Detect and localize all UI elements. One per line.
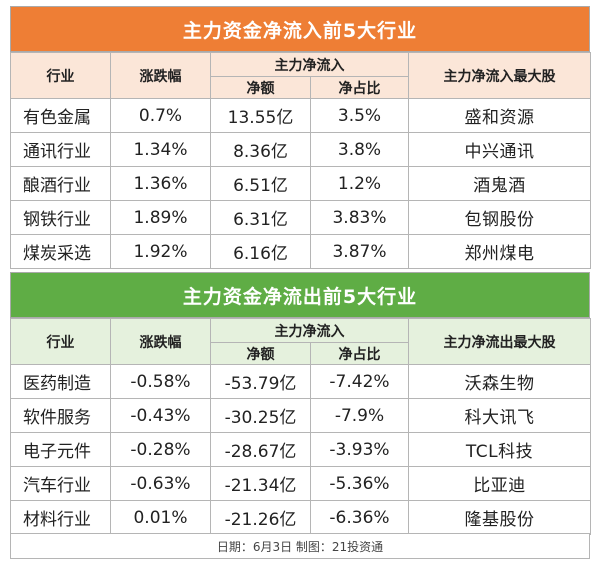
table-row: 钢铁行业 1.89% 6.31亿 3.83% 包钢股份 (10, 200, 591, 235)
industry-cell: 通讯行业 (10, 132, 111, 167)
industry-cell: 钢铁行业 (10, 200, 111, 235)
table-row: 有色金属 0.7% 13.55亿 3.5% 盛和资源 (10, 98, 591, 133)
top-stock-cell: 盛和资源 (408, 98, 591, 133)
change-cell: -0.28% (110, 432, 211, 467)
header-net-inflow-group: 主力净流入 (210, 52, 409, 77)
table-row: 软件服务 -0.43% -30.25亿 -7.9% 科大讯飞 (10, 398, 591, 433)
header-amount: 净额 (210, 76, 311, 99)
ratio-cell: -3.93% (310, 432, 409, 467)
footer-credit: 日期：6月3日 制图：21投资通 (10, 533, 590, 559)
top-stock-cell: 沃森生物 (408, 364, 591, 399)
table-row: 材料行业 0.01% -21.26亿 -6.36% 隆基股份 (10, 500, 591, 535)
outflow-table: 行业 涨跌幅 主力净流入 主力净流出最大股 净额 净占比 医药制造 -0.58%… (10, 318, 591, 535)
top-stock-cell: 科大讯飞 (408, 398, 591, 433)
header-industry: 行业 (10, 52, 111, 99)
table-row: 酿酒行业 1.36% 6.51亿 1.2% 酒鬼酒 (10, 166, 591, 201)
inflow-panel: 主力资金净流入前5大行业 行业 涨跌幅 主力净流入 主力净流入最大股 净额 净占… (10, 6, 591, 269)
amount-cell: -21.26亿 (210, 500, 311, 535)
industry-cell: 酿酒行业 (10, 166, 111, 201)
change-cell: 1.36% (110, 166, 211, 201)
amount-cell: 6.31亿 (210, 200, 311, 235)
header-net-inflow-group: 主力净流入 (210, 318, 409, 343)
change-cell: 0.7% (110, 98, 211, 133)
top-stock-cell: 隆基股份 (408, 500, 591, 535)
top-stock-cell: 中兴通讯 (408, 132, 591, 167)
amount-cell: -21.34亿 (210, 466, 311, 501)
ratio-cell: 3.83% (310, 200, 409, 235)
top-stock-cell: TCL科技 (408, 432, 591, 467)
top-stock-cell: 比亚迪 (408, 466, 591, 501)
top-stock-cell: 酒鬼酒 (408, 166, 591, 201)
industry-cell: 电子元件 (10, 432, 111, 467)
ratio-cell: 3.8% (310, 132, 409, 167)
ratio-cell: -7.9% (310, 398, 409, 433)
outflow-title: 主力资金净流出前5大行业 (10, 272, 590, 318)
header-change: 涨跌幅 (110, 52, 211, 99)
table-row: 煤炭采选 1.92% 6.16亿 3.87% 郑州煤电 (10, 234, 591, 269)
table-row: 通讯行业 1.34% 8.36亿 3.8% 中兴通讯 (10, 132, 591, 167)
industry-cell: 医药制造 (10, 364, 111, 399)
inflow-table: 行业 涨跌幅 主力净流入 主力净流入最大股 净额 净占比 有色金属 0.7% 1… (10, 52, 591, 269)
ratio-cell: 3.5% (310, 98, 409, 133)
industry-cell: 煤炭采选 (10, 234, 111, 269)
table-row: 汽车行业 -0.63% -21.34亿 -5.36% 比亚迪 (10, 466, 591, 501)
change-cell: -0.43% (110, 398, 211, 433)
header-ratio: 净占比 (310, 76, 409, 99)
change-cell: -0.58% (110, 364, 211, 399)
industry-cell: 材料行业 (10, 500, 111, 535)
ratio-cell: 3.87% (310, 234, 409, 269)
industry-cell: 软件服务 (10, 398, 111, 433)
inflow-title: 主力资金净流入前5大行业 (10, 6, 590, 52)
ratio-cell: -5.36% (310, 466, 409, 501)
amount-cell: -30.25亿 (210, 398, 311, 433)
amount-cell: -28.67亿 (210, 432, 311, 467)
change-cell: 1.92% (110, 234, 211, 269)
header-change: 涨跌幅 (110, 318, 211, 365)
top-stock-cell: 包钢股份 (408, 200, 591, 235)
change-cell: 1.89% (110, 200, 211, 235)
ratio-cell: -6.36% (310, 500, 409, 535)
header-ratio: 净占比 (310, 342, 409, 365)
change-cell: 0.01% (110, 500, 211, 535)
amount-cell: -53.79亿 (210, 364, 311, 399)
industry-cell: 汽车行业 (10, 466, 111, 501)
industry-cell: 有色金属 (10, 98, 111, 133)
header-top-stock: 主力净流入最大股 (408, 52, 591, 99)
ratio-cell: -7.42% (310, 364, 409, 399)
header-top-stock: 主力净流出最大股 (408, 318, 591, 365)
ratio-cell: 1.2% (310, 166, 409, 201)
table-row: 医药制造 -0.58% -53.79亿 -7.42% 沃森生物 (10, 364, 591, 399)
header-industry: 行业 (10, 318, 111, 365)
header-amount: 净额 (210, 342, 311, 365)
outflow-panel: 主力资金净流出前5大行业 行业 涨跌幅 主力净流入 主力净流出最大股 净额 净占… (10, 272, 591, 535)
change-cell: -0.63% (110, 466, 211, 501)
table-row: 电子元件 -0.28% -28.67亿 -3.93% TCL科技 (10, 432, 591, 467)
change-cell: 1.34% (110, 132, 211, 167)
amount-cell: 6.16亿 (210, 234, 311, 269)
amount-cell: 6.51亿 (210, 166, 311, 201)
top-stock-cell: 郑州煤电 (408, 234, 591, 269)
amount-cell: 13.55亿 (210, 98, 311, 133)
amount-cell: 8.36亿 (210, 132, 311, 167)
